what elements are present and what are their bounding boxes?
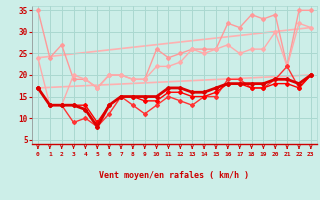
X-axis label: Vent moyen/en rafales ( km/h ): Vent moyen/en rafales ( km/h ) [100,171,249,180]
